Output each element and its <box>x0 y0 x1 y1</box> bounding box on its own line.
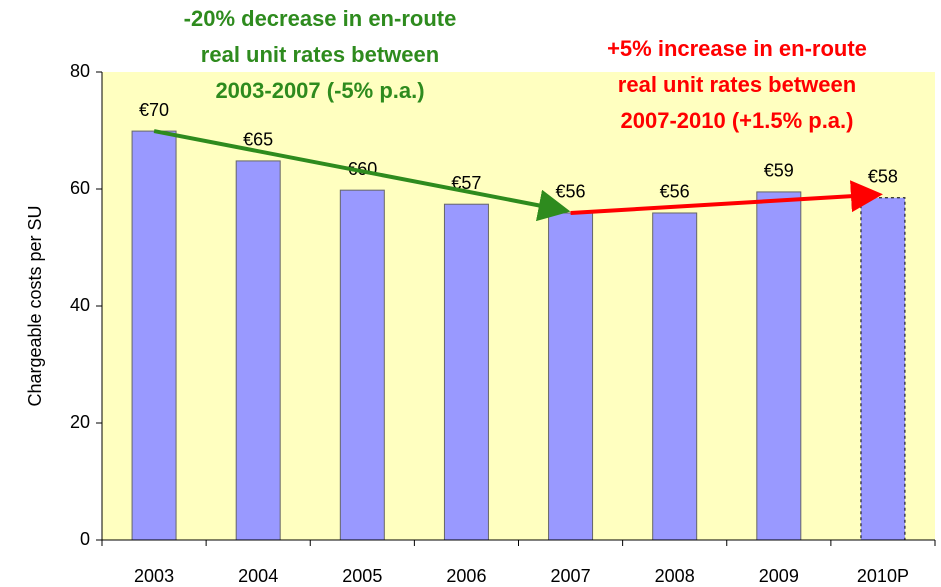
plot-area <box>102 72 935 540</box>
annotation: +5% increase in en-route <box>607 36 867 61</box>
y-tick-label: 60 <box>70 178 90 198</box>
annotation: 2007-2010 (+1.5% p.a.) <box>621 108 854 133</box>
x-tick-label: 2004 <box>238 566 278 586</box>
bar <box>339 189 385 541</box>
trend-arrow <box>153 129 571 222</box>
bar <box>235 160 281 541</box>
annotation: 2003-2007 (-5% p.a.) <box>215 78 424 103</box>
x-tick-label: 2006 <box>446 566 486 586</box>
value-label: €56 <box>660 182 690 202</box>
annotation: -20% decrease in en-route <box>184 6 457 31</box>
x-tick-label: 2008 <box>655 566 695 586</box>
value-label: €65 <box>243 130 273 150</box>
bar <box>860 197 906 541</box>
bar <box>756 191 802 541</box>
value-label: €59 <box>764 161 794 181</box>
x-tick-label: 2009 <box>759 566 799 586</box>
bar <box>548 212 594 541</box>
bar <box>443 203 489 541</box>
value-label: €56 <box>556 182 586 202</box>
bar <box>652 212 698 541</box>
x-tick-label: 2005 <box>342 566 382 586</box>
value-label: €58 <box>868 167 898 187</box>
bar <box>131 130 177 541</box>
y-tick-label: 40 <box>70 295 90 315</box>
x-tick-label: 2003 <box>134 566 174 586</box>
value-label: €70 <box>139 100 169 120</box>
x-tick-label: 2010P <box>857 566 909 586</box>
trend-arrow <box>570 180 883 215</box>
annotation: real unit rates between <box>201 42 439 67</box>
x-tick-label: 2007 <box>551 566 591 586</box>
y-tick-label: 20 <box>70 412 90 432</box>
y-axis-label: Chargeable costs per SU <box>25 205 45 406</box>
y-tick-label: 0 <box>80 529 90 549</box>
y-tick-label: 80 <box>70 61 90 81</box>
annotation: real unit rates between <box>618 72 856 97</box>
